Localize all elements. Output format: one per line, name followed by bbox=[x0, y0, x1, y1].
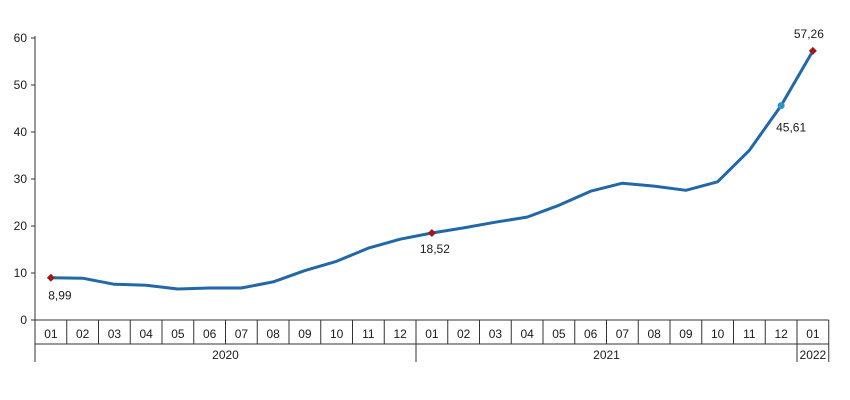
x-tick-label: 04 bbox=[139, 327, 153, 341]
x-tick-label: 07 bbox=[235, 327, 249, 341]
y-tick-label: 40 bbox=[14, 125, 28, 139]
x-tick-label: 09 bbox=[679, 327, 693, 341]
y-tick-label: 50 bbox=[14, 78, 28, 92]
x-tick-label: 01 bbox=[425, 327, 439, 341]
x-tick-label: 08 bbox=[647, 327, 661, 341]
data-point-marker bbox=[808, 46, 817, 55]
y-tick-label: 60 bbox=[14, 31, 28, 45]
data-point-marker bbox=[427, 228, 436, 237]
y-tick-label: 0 bbox=[20, 313, 27, 327]
x-tick-label: 04 bbox=[520, 327, 534, 341]
x-tick-label: 11 bbox=[743, 327, 756, 341]
data-point-marker bbox=[46, 273, 55, 282]
x-tick-label: 11 bbox=[362, 327, 375, 341]
year-group-label: 2022 bbox=[800, 348, 827, 362]
x-tick-label: 07 bbox=[616, 327, 630, 341]
data-point-marker bbox=[777, 102, 785, 110]
x-tick-label: 03 bbox=[108, 327, 122, 341]
x-tick-label: 08 bbox=[266, 327, 280, 341]
year-group-label: 2021 bbox=[593, 348, 620, 362]
x-tick-label: 02 bbox=[76, 327, 90, 341]
x-tick-label: 06 bbox=[203, 327, 217, 341]
x-tick-label: 03 bbox=[489, 327, 503, 341]
y-axis: 0 10 20 30 40 50 60 bbox=[14, 31, 36, 327]
x-tick-label: 10 bbox=[711, 327, 725, 341]
data-label: 8,99 bbox=[48, 289, 72, 303]
data-labels: 8,99 18,52 45,61 57,26 bbox=[46, 27, 824, 303]
x-tick-label: 05 bbox=[171, 327, 185, 341]
x-tick-label: 06 bbox=[584, 327, 598, 341]
x-tick-label: 10 bbox=[330, 327, 344, 341]
x-tick-label: 05 bbox=[552, 327, 566, 341]
y-tick-label: 20 bbox=[14, 219, 28, 233]
x-tick-label: 12 bbox=[393, 327, 407, 341]
x-tick-label: 09 bbox=[298, 327, 312, 341]
y-tick-label: 30 bbox=[14, 172, 28, 186]
data-label: 18,52 bbox=[420, 242, 450, 256]
x-axis: 01 02 03 04 05 06 07 08 09 10 11 12 01 02 03 04 05 06 07 08… bbox=[34, 319, 830, 362]
y-tick-label: 10 bbox=[14, 266, 28, 280]
x-tick-label: 02 bbox=[457, 327, 471, 341]
data-label: 57,26 bbox=[794, 27, 824, 41]
x-tick-label: 12 bbox=[774, 327, 788, 341]
x-tick-label: 01 bbox=[44, 327, 58, 341]
data-label: 45,61 bbox=[776, 121, 806, 135]
year-group-label: 2020 bbox=[212, 348, 239, 362]
x-tick-label: 01 bbox=[806, 327, 820, 341]
